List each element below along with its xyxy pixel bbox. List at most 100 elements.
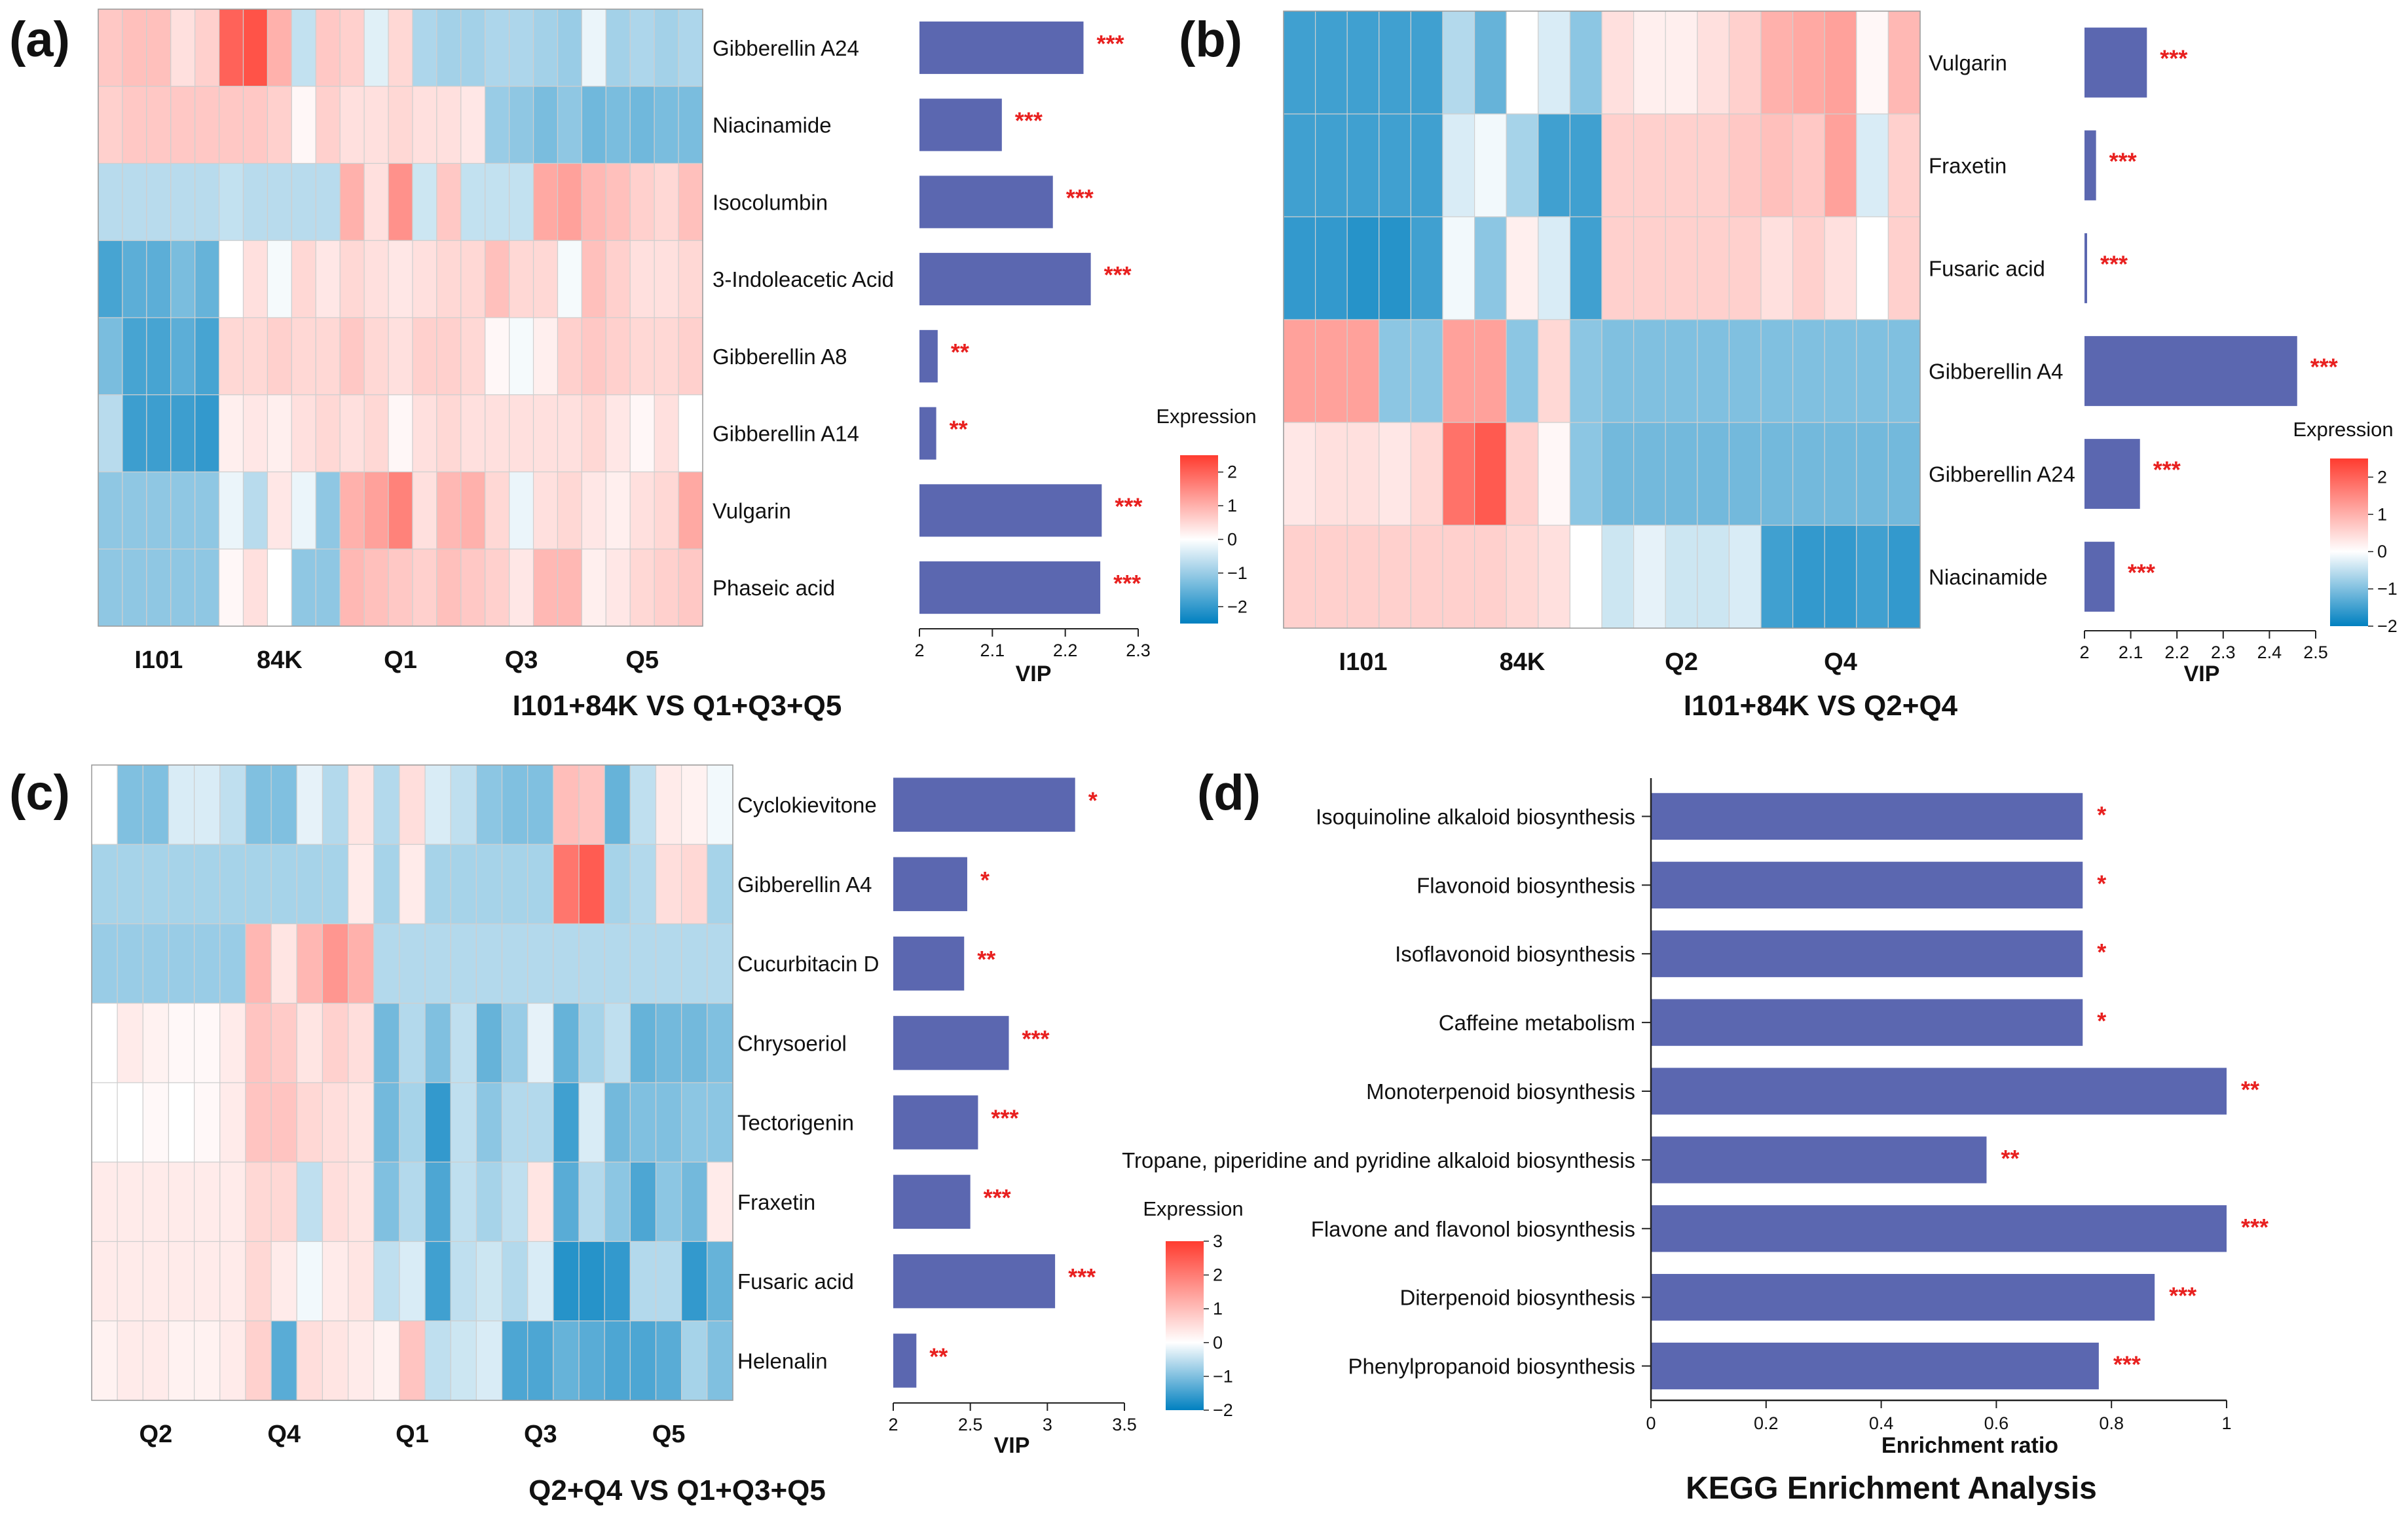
heatmap-cell [527,923,554,1004]
heatmap-cell [436,9,462,87]
heatmap-cell [578,1003,605,1083]
heatmap-cell [501,1320,528,1401]
heatmap-cell [1314,319,1348,423]
heatmap-cell [436,162,462,241]
heatmap-cell [1665,525,1698,629]
heatmap-cell [1538,113,1571,217]
heatmap-cell [436,317,462,396]
heatmap-cell [581,9,606,87]
heatmap-cell [1410,319,1443,423]
heatmap-cell [412,240,437,318]
legend-colorbar [1166,1241,1204,1410]
vip-axis-tick-label: 2 [888,1415,898,1434]
legend-tick-label: 2 [1227,462,1237,482]
vip-bar [2084,336,2297,406]
heatmap-cell [347,844,375,925]
heatmap-cell [1856,319,1889,423]
heatmap-cell [532,394,559,473]
heatmap-cell [296,1082,324,1163]
heatmap-cell [347,1082,375,1163]
heatmap-cell [605,162,631,241]
heatmap-cell [485,317,510,396]
heatmap-cell [1379,10,1412,115]
heatmap-cell [242,548,269,627]
kegg-category-label: Caffeine metabolism [1439,1011,1635,1035]
kegg-category-label: Isoflavonoid biosynthesis [1395,942,1635,966]
heatmap-cell [604,1161,631,1242]
heatmap-cell [347,1161,375,1242]
heatmap-cell [629,240,655,318]
kegg-bar [1651,793,2083,840]
heatmap-cell [581,162,606,241]
heatmap-cell [553,844,580,925]
heatmap-cell [1410,10,1443,115]
heatmap-cell [122,240,147,318]
heatmap-cell [1665,113,1698,217]
heatmap-cell [509,317,534,396]
heatmap-cell [194,1241,221,1322]
heatmap-c [91,764,733,1401]
heatmap-cell [242,240,269,318]
heatmap-cell [291,471,316,550]
heatmap-cell [1760,216,1794,320]
vip-bar [893,1334,917,1388]
heatmap-cell [1824,113,1857,217]
heatmap-cell [654,162,679,241]
heatmap-cell [1569,525,1602,629]
heatmap-cell [339,548,365,627]
heatmap-cell [604,923,631,1004]
heatmap-cell [291,240,316,318]
heatmap-cell [475,764,503,845]
heatmap-cell [654,9,679,87]
panel-d: ***************** Isoquinoline alkaloid … [1122,778,2269,1506]
heatmap-cell [98,317,123,396]
heatmap-cell [363,9,389,87]
heatmap-cell [485,394,510,473]
panel-label-a: (a) [9,12,70,67]
significance-mark: *** [2153,457,2181,483]
heatmap-b [1283,10,1921,629]
significance-mark: *** [2160,45,2187,72]
heatmap-cell [681,764,708,845]
heatmap-cell [339,471,365,550]
heatmap-cell [681,1241,708,1322]
kegg-bar [1651,1068,2227,1115]
heatmap-cell [1283,525,1316,629]
heatmap-cell [501,1003,528,1083]
heatmap-cell [315,162,341,241]
heatmap-cell [194,1320,221,1401]
heatmap-cell [436,240,462,318]
heatmap-cell [655,764,682,845]
heatmap-cell [553,1241,580,1322]
heatmap-border [91,764,733,1401]
heatmap-cell [291,317,316,396]
heatmap-cell [605,471,631,550]
heatmap-cell [339,9,365,87]
kegg-category-label: Isoquinoline alkaloid biosynthesis [1316,804,1635,829]
heatmap-cell [450,844,477,925]
panel-label-d: (d) [1197,765,1261,821]
heatmap-cell [1569,216,1602,320]
significance-mark: ** [950,416,968,443]
heatmap-cell [399,844,426,925]
kegg-axis-title: Enrichment ratio [1881,1433,2058,1458]
heatmap-cell [485,9,510,87]
heatmap-cell [1442,422,1475,526]
heatmap-cell [122,548,147,627]
heatmap-cell [475,1320,503,1401]
heatmap-cell [363,240,389,318]
heatmap-cell [629,86,655,164]
heatmap-cell [501,764,528,845]
heatmap-cell [219,1082,246,1163]
heatmap-cell [412,9,437,87]
heatmap-cell [194,1003,221,1083]
heatmap-cell [339,317,365,396]
heatmap-cell [91,1161,118,1242]
heatmap-cell [605,240,631,318]
heatmap-cell [1697,216,1730,320]
heatmap-cell [168,764,195,845]
legend-colorbar [2330,458,2368,626]
heatmap-cell [1792,113,1825,217]
vip-axis-tick-label: 2.2 [1053,641,1078,660]
heatmap-cell [424,1003,451,1083]
